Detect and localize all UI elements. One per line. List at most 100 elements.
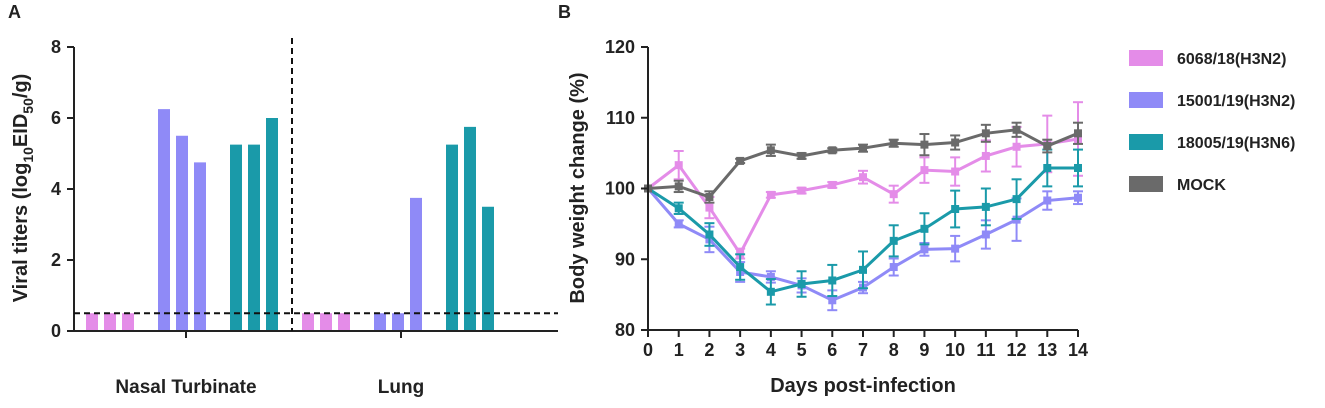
y-tick-label: 90 [615,249,635,269]
data-point [1043,196,1052,205]
data-point [981,202,990,211]
y-tick-label: 0 [51,321,61,341]
data-point [859,144,867,153]
data-point [889,236,898,245]
x-tick-label: 11 [976,340,995,360]
bar-lung-15001-19-h3n2 [392,313,404,331]
series-group [644,101,1083,312]
y-label-mid: EID [10,114,32,147]
y-tick-label: 100 [605,179,635,199]
y-tick-label: 6 [51,108,61,128]
data-point [766,272,775,281]
data-point [828,296,837,305]
data-point [766,287,775,296]
x-tick-label: 3 [735,340,745,360]
data-point [705,192,714,201]
data-point [1012,125,1021,134]
data-point [766,146,775,155]
group-label-lung: Lung [378,377,424,398]
data-point [828,276,837,285]
data-point [920,140,929,149]
data-point [828,146,837,155]
data-point [736,263,745,272]
data-point [797,186,806,195]
legend-item-6068-18-h3n2: 6068/18(H3N2) [1129,50,1286,68]
bar-lung-6068-18-h3n2 [320,313,332,331]
y-label-main: Viral titers (log [10,163,32,303]
x-tick-label: 6 [827,340,837,360]
data-point [981,129,990,138]
data-point [981,151,990,160]
y-tick-label: 80 [615,320,635,340]
data-point [674,204,683,213]
x-tick-label: 1 [674,340,684,360]
data-point [981,230,990,239]
legend-label: MOCK [1177,177,1226,194]
bar-nasal-turbinate-15001-19-h3n2 [194,162,206,331]
x-tick-label: 4 [766,340,776,360]
data-point [859,265,867,274]
legend: 6068/18(H3N2) 15001/19(H3N2) 18005/19(H3N6… [1129,50,1295,194]
data-point [1043,163,1052,172]
legend-item-18005-19-h3n6: 18005/19(H3N6) [1129,134,1295,152]
data-point [889,139,898,148]
data-point [828,180,837,189]
x-tick-label: 7 [858,340,868,360]
x-tick-label: 10 [945,340,965,360]
data-point [1012,142,1021,151]
y-label-sub2: 50 [20,98,36,114]
data-point [951,205,960,214]
series-18005-19-h3n6 [644,148,1083,306]
data-point [889,190,898,199]
data-point [766,190,775,199]
bar-lung-6068-18-h3n2 [302,313,314,331]
legend-swatch [1129,50,1163,66]
legend-swatch [1129,176,1163,192]
bar-lung-18005-19-h3n6 [464,126,476,331]
data-point [674,219,683,228]
bar-nasal-turbinate-15001-19-h3n2 [158,109,170,331]
legend-label: 18005/19(H3N6) [1177,135,1295,152]
y-tick-label: 110 [606,108,635,128]
bar-nasal-turbinate-6068-18-h3n2 [122,313,134,331]
legend-label: 6068/18(H3N2) [1177,51,1286,68]
data-point [859,173,867,182]
data-point [797,151,806,160]
data-point [1043,142,1052,151]
bar-lung-15001-19-h3n2 [374,313,386,331]
x-tick-label: 14 [1068,340,1088,360]
data-point [705,230,714,239]
bar-nasal-turbinate-6068-18-h3n2 [86,313,98,331]
panel-label-a: A [8,2,21,22]
bar-nasal-turbinate-18005-19-h3n6 [230,144,242,331]
data-point [920,166,929,175]
legend-item-15001-19-h3n2: 15001/19(H3N2) [1129,92,1295,110]
group-label-nasal-turbinate: Nasal Turbinate [115,377,256,398]
data-point [736,156,745,165]
y-label-end: /g) [10,74,32,98]
y-tick-label: 2 [51,250,61,270]
data-point [951,138,960,147]
y-axis-label: Viral titers (log10EID50/g) [10,74,36,303]
data-point [889,263,898,272]
viral-titer-bar-chart: 0 2 4 6 8 Nasal Turbinate Lung Viral titers … [10,37,558,398]
y-tick-label: 8 [51,37,61,57]
legend-item-mock: MOCK [1129,176,1226,194]
y-ticks: 0 2 4 6 8 [51,37,402,341]
legend-label: 15001/19(H3N2) [1177,93,1295,110]
data-point [951,167,960,176]
data-point [705,203,714,212]
x-tick-label: 8 [889,340,899,360]
y-tick-label: 120 [605,37,635,57]
bar-lung-18005-19-h3n6 [446,144,458,331]
bar-lung-18005-19-h3n6 [482,206,494,331]
x-tick-label: 0 [643,340,653,360]
data-point [920,245,929,254]
series-line [647,128,1079,199]
bars-group [86,109,494,331]
data-point [1012,195,1021,204]
bar-nasal-turbinate-18005-19-h3n6 [248,144,260,331]
